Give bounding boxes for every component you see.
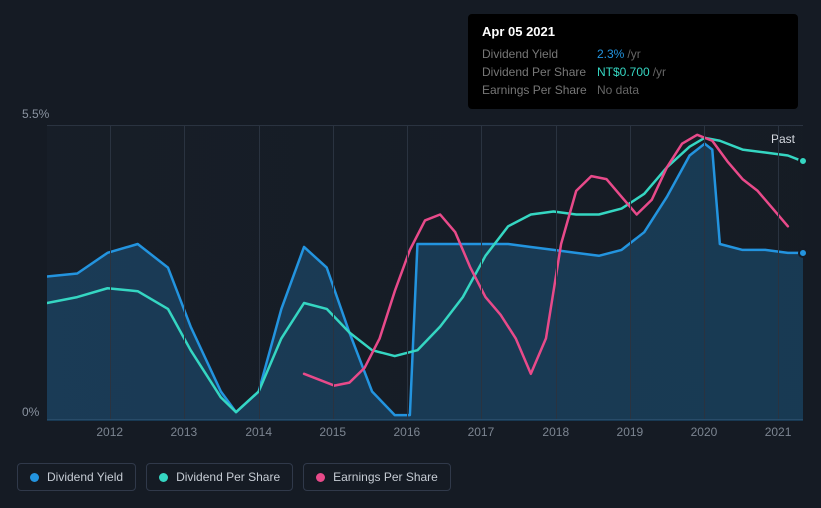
gridline (778, 126, 779, 419)
x-tick: 2016 (393, 425, 420, 439)
x-tick: 2018 (542, 425, 569, 439)
tooltip-label: Dividend Per Share (482, 63, 597, 81)
legend: Dividend Yield Dividend Per Share Earnings… (17, 463, 451, 491)
gridline (704, 126, 705, 419)
gridline (333, 126, 334, 419)
gridline (110, 126, 111, 419)
tooltip-label: Dividend Yield (482, 45, 597, 63)
y-axis-min: 0% (22, 405, 39, 419)
chart-tooltip: Apr 05 2021 Dividend Yield2.3%/yrDividen… (468, 14, 798, 109)
past-label: Past (771, 132, 795, 146)
gridline (259, 126, 260, 419)
tooltip-unit: /yr (627, 45, 640, 63)
plot-area[interactable]: Past (47, 125, 803, 420)
gridline (556, 126, 557, 419)
gridline (407, 126, 408, 419)
dividend_per_share-end-marker (798, 156, 808, 166)
gridline (481, 126, 482, 419)
legend-dot-icon (159, 473, 168, 482)
legend-label: Dividend Yield (47, 470, 123, 484)
tooltip-row: Dividend Yield2.3%/yr (482, 45, 784, 63)
x-tick: 2021 (765, 425, 792, 439)
legend-dot-icon (316, 473, 325, 482)
tooltip-value: 2.3% (597, 45, 624, 63)
legend-item-dividend-yield[interactable]: Dividend Yield (17, 463, 136, 491)
legend-dot-icon (30, 473, 39, 482)
gridline (630, 126, 631, 419)
dividend_yield-end-marker (798, 248, 808, 258)
tooltip-date: Apr 05 2021 (482, 24, 784, 39)
tooltip-value: No data (597, 81, 639, 99)
legend-item-earnings-per-share[interactable]: Earnings Per Share (303, 463, 451, 491)
x-tick: 2017 (468, 425, 495, 439)
tooltip-row: Dividend Per ShareNT$0.700/yr (482, 63, 784, 81)
x-tick: 2014 (245, 425, 272, 439)
dividend_yield-area (47, 144, 803, 421)
legend-item-dividend-per-share[interactable]: Dividend Per Share (146, 463, 293, 491)
x-tick: 2013 (170, 425, 197, 439)
tooltip-value: NT$0.700 (597, 63, 650, 81)
x-tick: 2015 (319, 425, 346, 439)
tooltip-unit: /yr (653, 63, 666, 81)
legend-label: Dividend Per Share (176, 470, 280, 484)
tooltip-label: Earnings Per Share (482, 81, 597, 99)
gridline (184, 126, 185, 419)
y-axis-max: 5.5% (22, 107, 49, 121)
x-axis: 2012 2013 2014 2015 2016 2017 2018 2019 2020 2021 (47, 425, 803, 445)
legend-label: Earnings Per Share (333, 470, 438, 484)
tooltip-row: Earnings Per ShareNo data (482, 81, 784, 99)
x-tick: 2019 (617, 425, 644, 439)
x-tick: 2012 (96, 425, 123, 439)
x-tick: 2020 (691, 425, 718, 439)
